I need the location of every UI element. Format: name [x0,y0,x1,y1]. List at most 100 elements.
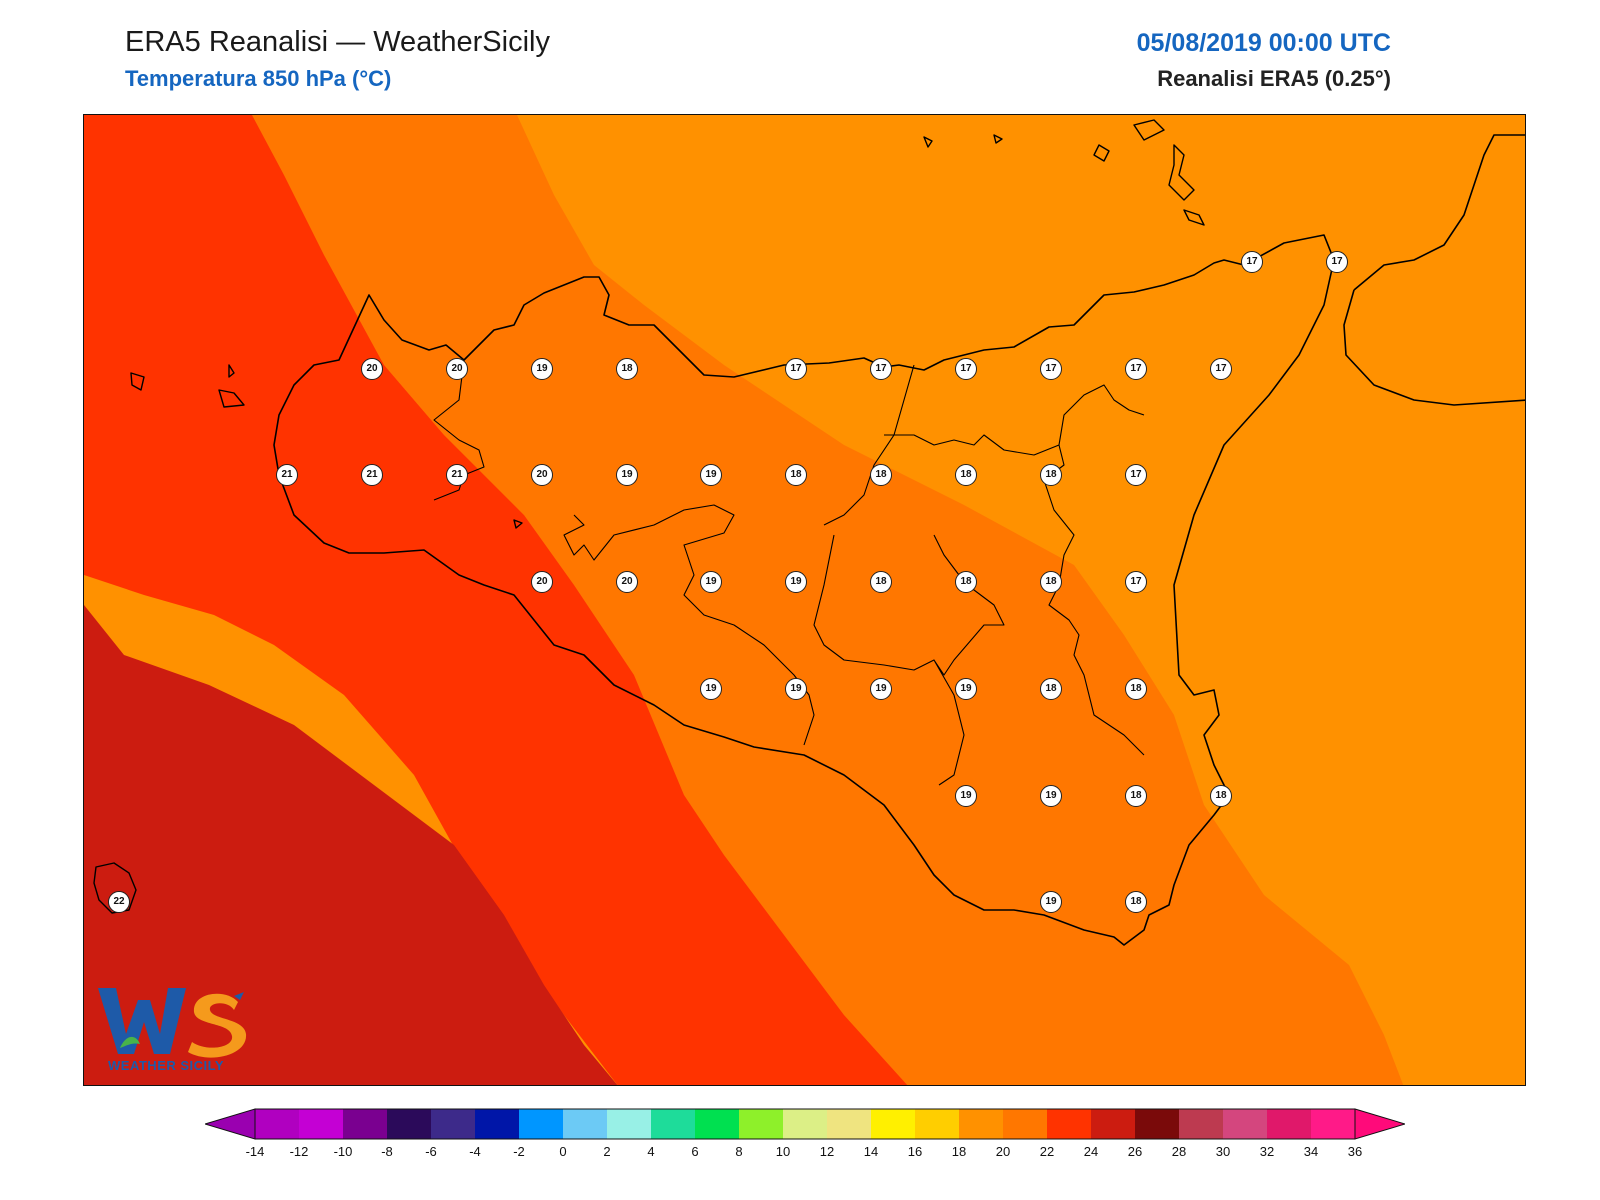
colorbar-swatch [783,1109,828,1139]
station-marker: 19 [1040,891,1062,913]
ws-logo-mark [98,988,247,1058]
station-marker: 19 [955,785,977,807]
map-canvas [84,115,1525,1085]
chart-title: ERA5 Reanalisi — WeatherSicily [125,26,550,58]
station-marker: 19 [531,358,553,380]
colorbar-swatch [1311,1109,1356,1139]
colorbar-swatch [1179,1109,1224,1139]
colorbar-swatch [651,1109,696,1139]
colorbar-tick-label: -14 [245,1144,265,1159]
station-marker: 18 [1125,678,1147,700]
station-marker: 21 [446,464,468,486]
colorbar-tick-label: -4 [469,1144,481,1159]
colorbar-tick-label: 16 [907,1144,923,1159]
band-20-22 [84,115,908,1085]
station-marker: 18 [616,358,638,380]
colorbar-swatch [343,1109,388,1139]
station-marker: 19 [870,678,892,700]
station-marker: 20 [616,571,638,593]
colorbar-tick-label: 34 [1303,1144,1319,1159]
pantelleria-island [93,862,137,914]
colorbar-tick-label: 6 [691,1144,699,1159]
colorbar-tick-label: 22 [1039,1144,1055,1159]
colorbar-swatch [871,1109,916,1139]
station-marker: 19 [955,678,977,700]
valid-datetime: 05/08/2019 00:00 UTC [1136,29,1391,57]
colorbar-swatch [1135,1109,1180,1139]
colorbar-tick-label: 14 [863,1144,879,1159]
station-marker: 17 [1125,571,1147,593]
colorbar-tick-label: 4 [647,1144,655,1159]
colorbar-swatch [299,1109,344,1139]
station-marker: 20 [361,358,383,380]
colorbar-swatch [1267,1109,1312,1139]
aeolian-islands [923,119,1205,226]
colorbar-swatch [1003,1109,1048,1139]
colorbar-tick-label: -6 [425,1144,437,1159]
station-marker: 17 [870,358,892,380]
weathersicily-logo [96,982,256,1072]
station-marker: 18 [870,571,892,593]
colorbar-tick-label: -2 [513,1144,525,1159]
colorbar-tick-label: 10 [775,1144,791,1159]
station-marker: 20 [446,358,468,380]
colorbar-low-extend [205,1108,256,1140]
station-marker: 18 [785,464,807,486]
station-marker: 17 [1125,464,1147,486]
colorbar-tick-label: 26 [1127,1144,1143,1159]
colorbar-tick-label: 12 [819,1144,835,1159]
province-boundaries [433,359,1145,786]
station-marker: 18 [955,464,977,486]
station-marker: 18 [1210,785,1232,807]
colorbar-tick-label: 2 [603,1144,611,1159]
station-marker: 18 [955,571,977,593]
station-marker: 19 [785,571,807,593]
data-source-label: Reanalisi ERA5 (0.25°) [1157,66,1391,91]
colorbar-swatch [475,1109,520,1139]
colorbar-tick-label: -10 [333,1144,353,1159]
station-marker: 18 [1040,678,1062,700]
colorbar [205,1108,1405,1140]
station-marker: 19 [700,464,722,486]
colorbar-high-extend [1354,1108,1405,1140]
band-18-20 [252,115,1404,1085]
colorbar-swatch [739,1109,784,1139]
station-marker: 17 [785,358,807,380]
colorbar-swatch [563,1109,608,1139]
colorbar-frame [254,1108,1356,1140]
colorbar-tick-label: 20 [995,1144,1011,1159]
colorbar-tick-label: 30 [1215,1144,1231,1159]
logo-wordmark: WEATHER SICILY [108,1058,225,1073]
station-marker: 19 [700,678,722,700]
colorbar-swatch [1091,1109,1136,1139]
colorbar-tick-label: -8 [381,1144,393,1159]
colorbar-tick-label: 32 [1259,1144,1275,1159]
station-marker: 19 [1040,785,1062,807]
colorbar-swatch [915,1109,960,1139]
colorbar-swatch [387,1109,432,1139]
colorbar-swatch [519,1109,564,1139]
colorbar-tick-label: 24 [1083,1144,1099,1159]
chart-subtitle: Temperatura 850 hPa (°C) [125,66,392,91]
station-marker: 18 [1040,571,1062,593]
station-marker: 18 [1125,891,1147,913]
colorbar-swatch [827,1109,872,1139]
colorbar-swatch [1047,1109,1092,1139]
temperature-map: 17 17 20 20 19 18 17 17 17 17 17 17 21 21 21 20 19 19 18 18… [83,114,1526,1086]
station-marker: 18 [1040,464,1062,486]
station-marker: 17 [1241,251,1263,273]
station-marker: 19 [616,464,638,486]
station-marker: 22 [108,891,130,913]
station-marker: 19 [785,678,807,700]
sicily-coastline [273,234,1335,946]
station-marker: 17 [1210,358,1232,380]
station-marker: 21 [276,464,298,486]
colorbar-tick-label: 8 [735,1144,743,1159]
band-22-24 [84,605,618,1085]
egadi-islands [130,364,523,529]
colorbar-swatch [959,1109,1004,1139]
colorbar-swatch [607,1109,652,1139]
station-marker: 19 [700,571,722,593]
station-marker: 20 [531,571,553,593]
colorbar-swatch [695,1109,740,1139]
